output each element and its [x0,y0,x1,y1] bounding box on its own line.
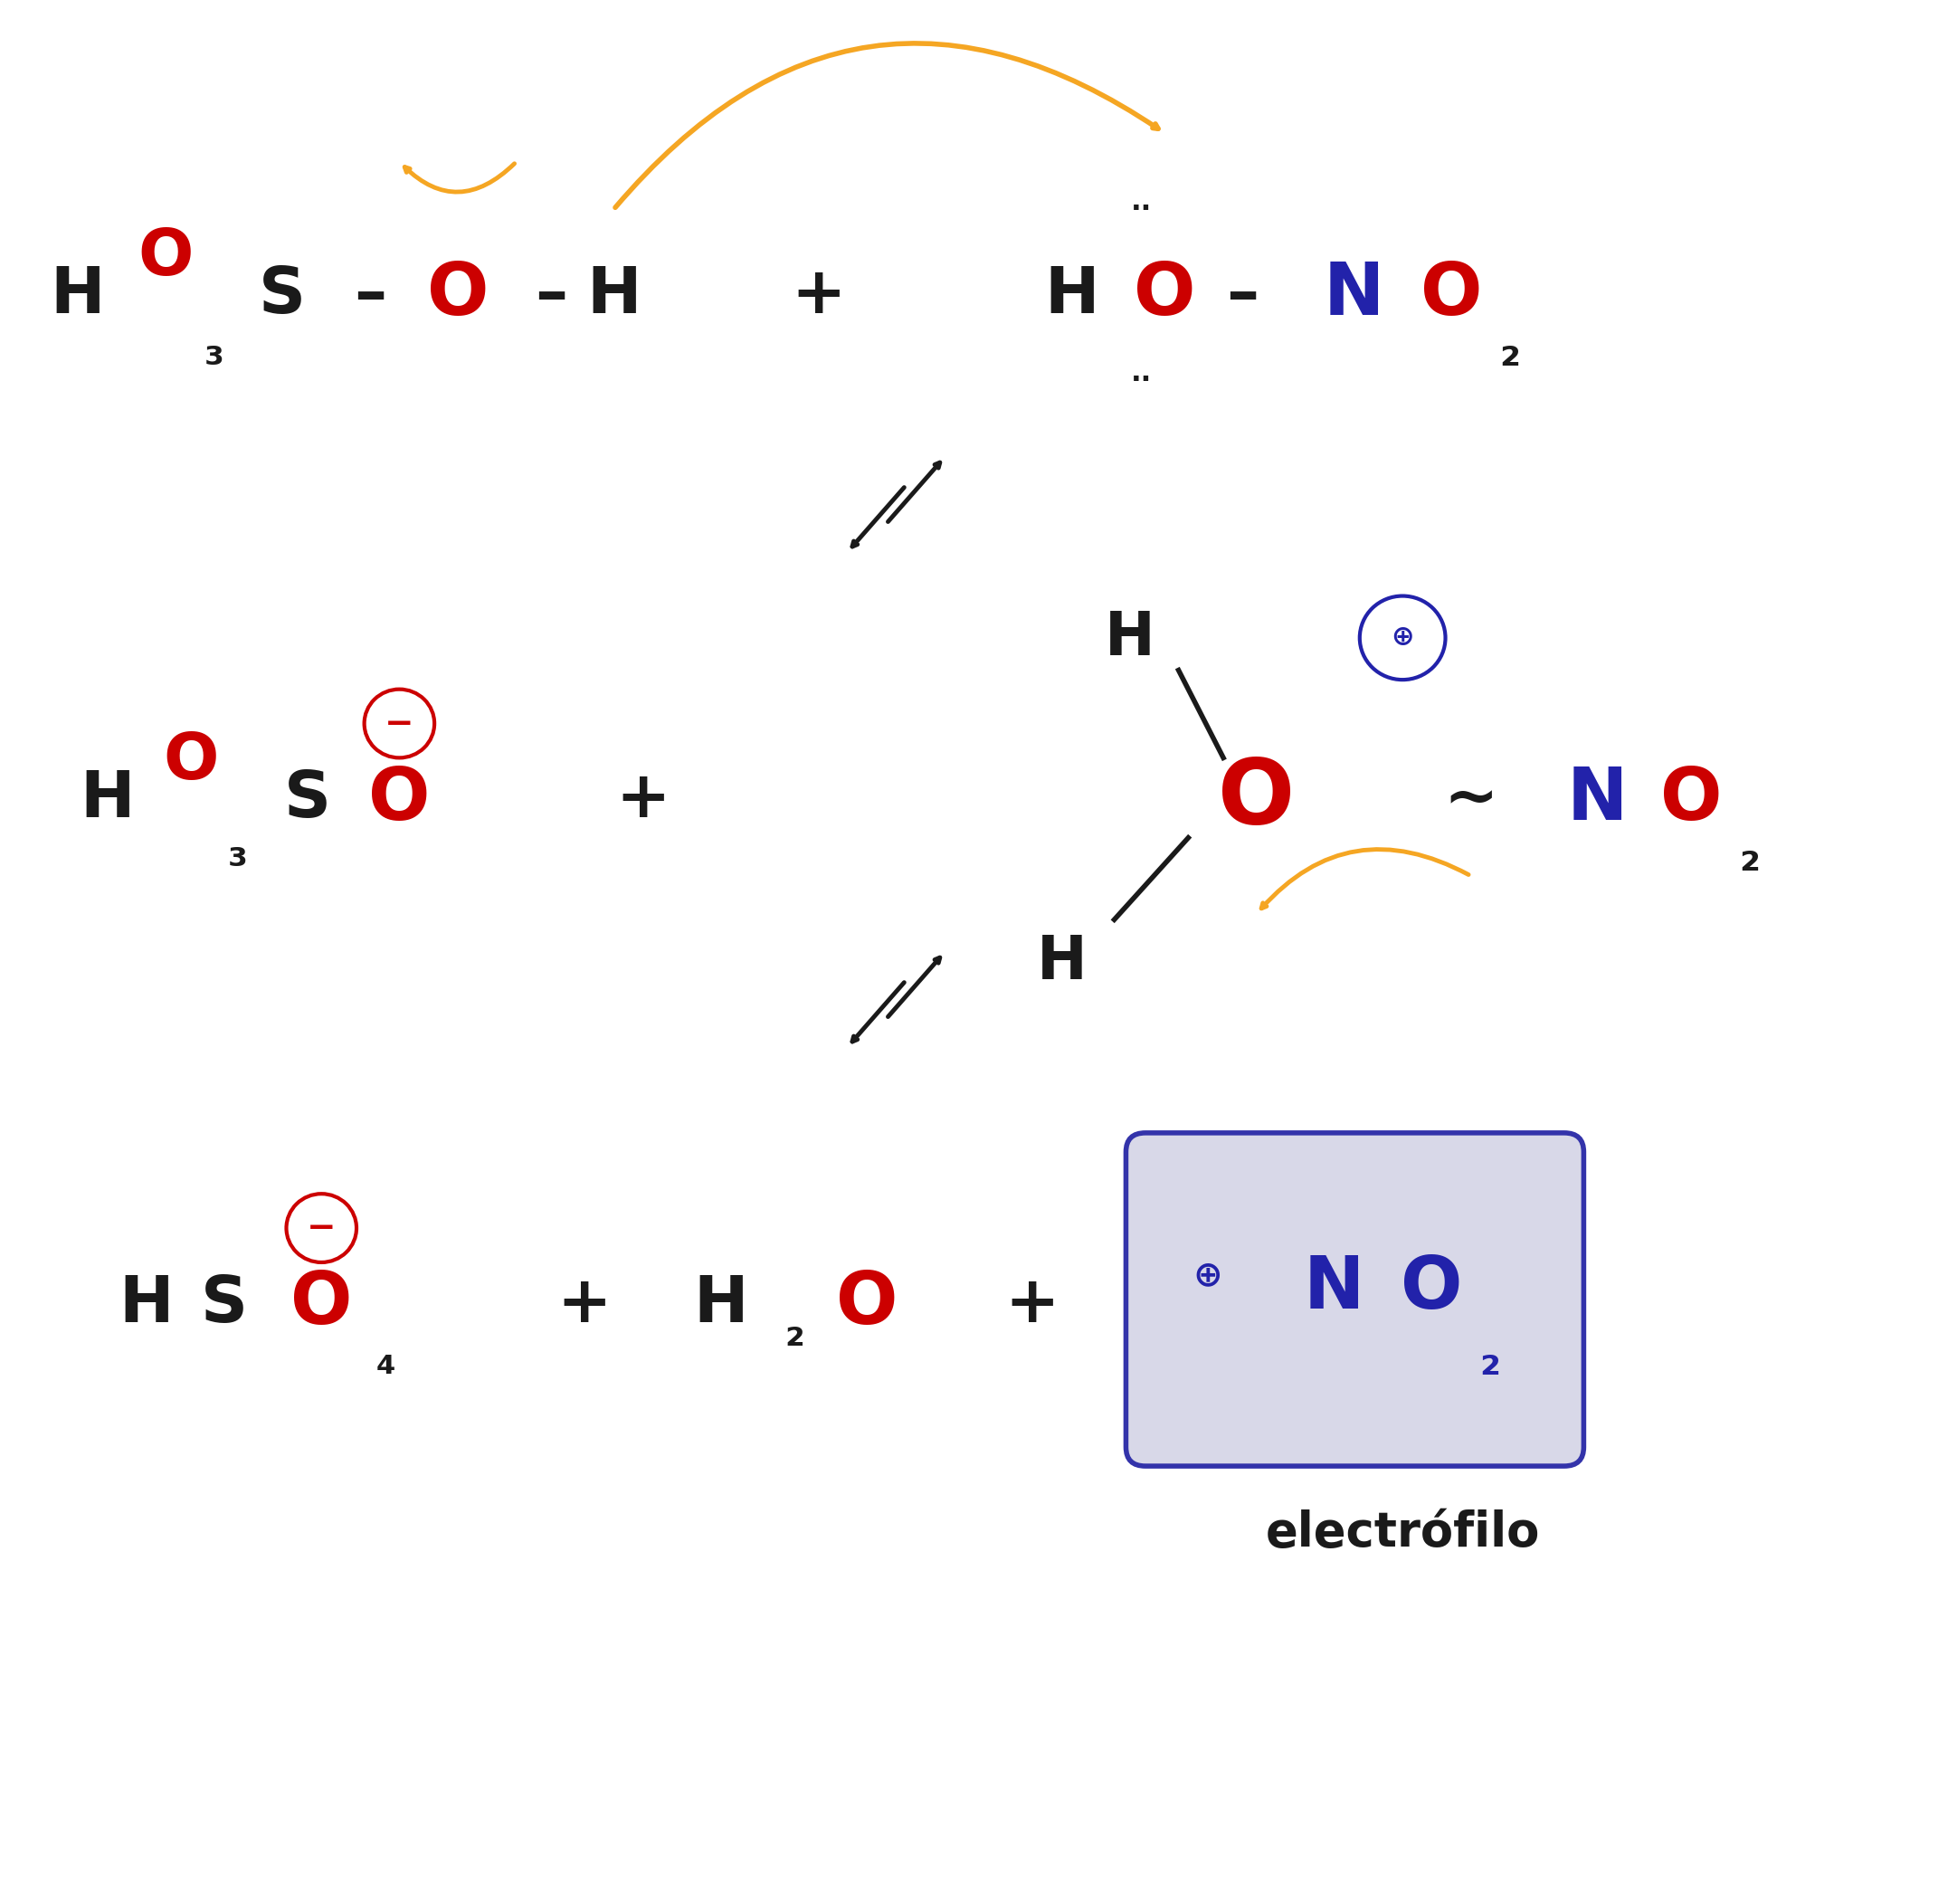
FancyBboxPatch shape [1126,1133,1584,1466]
Text: +: + [557,1274,612,1335]
Text: ⊕: ⊕ [1192,1259,1223,1293]
Text: O: O [1420,259,1482,331]
Text: +: + [616,769,670,830]
Text: S: S [201,1274,247,1335]
Text: S: S [259,265,306,326]
Text: H: H [80,769,134,830]
Text: O: O [138,227,193,288]
Text: –: – [1227,265,1258,326]
Text: N: N [1323,259,1385,331]
Text: ₃: ₃ [205,331,224,373]
Text: ~: ~ [1443,769,1498,830]
Text: H: H [1036,931,1087,992]
Text: H: H [51,265,105,326]
Text: electrófilo: electrófilo [1266,1510,1539,1556]
Text: ₂: ₂ [785,1312,805,1354]
Text: N: N [1566,764,1629,836]
Text: H: H [119,1274,173,1335]
Text: –: – [536,265,567,326]
Text: ₄: ₄ [376,1340,395,1382]
Text: −: − [306,1211,337,1245]
Text: ₃: ₃ [228,832,247,874]
Text: O: O [368,764,431,836]
Text: S: S [284,769,331,830]
Text: O: O [1218,756,1295,843]
Text: ··: ·· [1132,367,1151,394]
Text: +: + [1005,1274,1060,1335]
Text: O: O [164,731,218,792]
Text: ₂: ₂ [1740,834,1759,880]
Text: ₂: ₂ [1500,329,1519,375]
Text: O: O [427,259,489,331]
Text: –: – [355,265,386,326]
Text: O: O [836,1268,898,1340]
Text: O: O [1134,259,1196,331]
Text: ··: ·· [1132,196,1151,223]
Text: H: H [693,1274,748,1335]
Text: O: O [290,1268,353,1340]
Text: −: − [384,706,415,741]
Text: H: H [1105,607,1155,668]
Text: H: H [586,265,641,326]
Text: O: O [1401,1253,1463,1325]
Text: O: O [1660,764,1722,836]
Text: ⊕: ⊕ [1391,625,1414,651]
Text: ₂: ₂ [1480,1339,1500,1384]
Text: +: + [791,265,845,326]
Text: H: H [1044,265,1099,326]
Text: N: N [1303,1253,1366,1325]
